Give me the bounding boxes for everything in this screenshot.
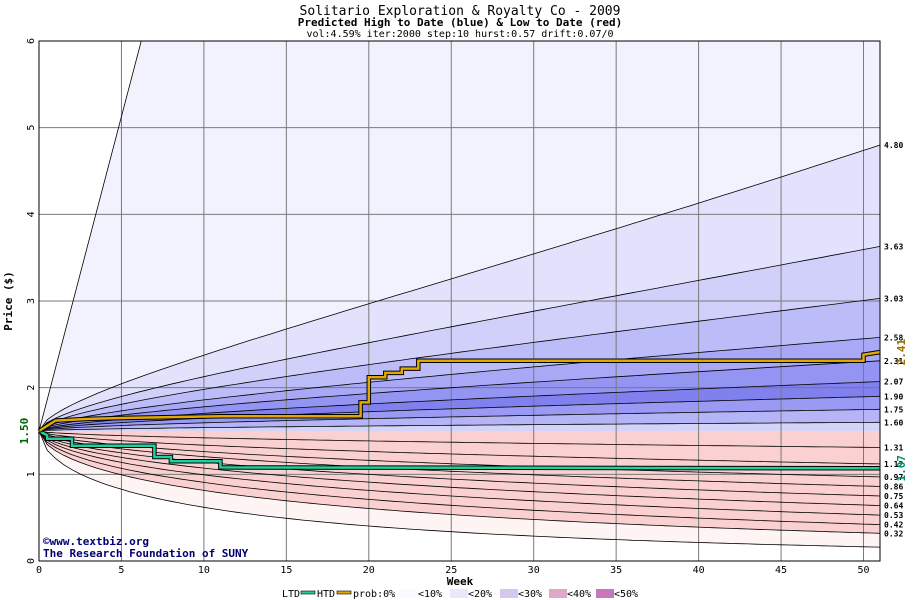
legend-swatch-0 <box>400 589 418 598</box>
htd-series-line <box>38 350 881 433</box>
legend-swatch-10 <box>450 589 468 598</box>
upper-band-1 <box>39 145 880 431</box>
legend-swatch-40 <box>596 589 614 598</box>
x-tick-label: 10 <box>198 565 210 576</box>
x-tick-label: 5 <box>118 565 124 576</box>
upper-quantile-line-1 <box>38 246 881 432</box>
upper-quantile-line-7 <box>38 408 881 432</box>
lower-quantile-line-8 <box>38 430 881 534</box>
upper-quantile-line-2 <box>38 298 881 432</box>
legend-b20-label: <20% <box>468 589 492 600</box>
quantile-label: 1.60 <box>884 418 903 427</box>
x-tick-label: 45 <box>775 565 787 576</box>
x-tick-label: 40 <box>693 565 705 576</box>
legend-htd-label: HTD <box>317 589 335 600</box>
x-tick-label: 0 <box>36 565 42 576</box>
lower-quantile-line-1 <box>38 430 881 465</box>
credit-line-2: The Research Foundation of SUNY <box>43 547 249 560</box>
y-tick-label: 0 <box>26 558 37 564</box>
legend-swatch-20 <box>500 589 518 598</box>
x-tick-label: 25 <box>445 565 457 576</box>
extreme-upper-line <box>38 40 142 432</box>
lower-quantile-line-7 <box>38 430 881 525</box>
quantile-label: 0.64 <box>884 502 903 511</box>
legend-b40-label: <40% <box>567 589 591 600</box>
upper-quantile-line-0 <box>38 144 881 432</box>
upper-band-0 <box>39 41 880 431</box>
upper-band-5 <box>39 360 880 431</box>
quantile-label: 2.58 <box>884 333 903 342</box>
quantile-label: 1.31 <box>884 443 903 452</box>
quantile-label: 1.75 <box>884 405 903 414</box>
x-tick-label: 35 <box>610 565 622 576</box>
y-tick-label: 6 <box>26 38 37 44</box>
upper-quantile-line-4 <box>38 360 881 432</box>
lower-band-9 <box>39 431 880 534</box>
quantile-label: 3.03 <box>884 294 903 303</box>
quantile-label: 0.53 <box>884 511 903 520</box>
chart-params: vol:4.59% iter:2000 step:10 hurst:0.57 d… <box>306 29 613 40</box>
quantile-label: 0.32 <box>884 529 903 538</box>
quantile-label: 2.31 <box>884 357 903 366</box>
y-tick-label: 1 <box>26 471 37 477</box>
quantile-label: 1.90 <box>884 392 903 401</box>
extreme-lower-line <box>38 430 881 548</box>
y-tick-label: 4 <box>26 211 37 217</box>
lower-quantile-line-6 <box>38 430 881 516</box>
quantile-label: 0.42 <box>884 521 903 530</box>
y-tick-label: 2 <box>26 385 37 391</box>
legend-b30-label: <30% <box>518 589 542 600</box>
x-tick-label: 50 <box>857 565 869 576</box>
x-tick-label: 30 <box>528 565 540 576</box>
plot-frame <box>38 40 881 562</box>
quantile-label: 1.12 <box>884 460 903 469</box>
credit-line-1: ©www.textbiz.org <box>43 535 149 548</box>
start-price-label: 1.50 <box>18 418 31 445</box>
legend-ltd-label: LTD <box>282 589 300 600</box>
legend-htd-swatch <box>336 590 352 595</box>
upper-band-3 <box>39 298 880 431</box>
upper-band-7 <box>39 396 880 431</box>
upper-band-2 <box>39 246 880 431</box>
y-axis-label: Price ($) <box>2 271 15 331</box>
ltd-end-label: 1.07 <box>895 455 908 482</box>
chart-subtitle: Predicted High to Date (blue) & Low to D… <box>298 16 623 29</box>
lower-quantile-line-3 <box>38 430 881 487</box>
x-tick-label: 20 <box>363 565 375 576</box>
upper-band-8 <box>39 409 880 431</box>
quantile-label: 0.75 <box>884 492 903 501</box>
lower-band-0 <box>39 431 880 548</box>
lower-quantile-line-0 <box>38 430 881 448</box>
quantile-label: 3.63 <box>884 242 903 251</box>
legend-swatch-30 <box>549 589 567 598</box>
upper-quantile-line-3 <box>38 337 881 432</box>
x-axis-label: Week <box>447 575 474 588</box>
ltd-series-line <box>38 429 881 470</box>
upper-band-6 <box>39 381 880 431</box>
quantile-label: 4.80 <box>884 141 903 150</box>
upper-band-9 <box>39 422 880 431</box>
legend-prob-label: prob:0% <box>353 589 395 600</box>
quantile-label: 0.86 <box>884 482 903 491</box>
chart-title: Solitario Exploration & Royalty Co - 200… <box>300 4 621 19</box>
legend-b10-label: <10% <box>418 589 442 600</box>
lower-quantile-line-2 <box>38 430 881 478</box>
plot-area: 0 5 10 15 20 25 30 35 40 45 5001234564.803.633.032… <box>18 38 908 576</box>
y-tick-label: 3 <box>26 298 37 304</box>
x-tick-label: 15 <box>280 565 292 576</box>
legend-ltd-swatch <box>300 590 316 595</box>
htd-end-label: 2.41 <box>895 339 908 366</box>
quantile-label: 2.07 <box>884 378 903 387</box>
legend: LTD HTD prob:0% <10% <20% <30% <40% <50% <box>282 589 638 600</box>
quantile-label: 0.97 <box>884 473 903 482</box>
upper-quantile-line-6 <box>38 395 881 432</box>
legend-b50-label: <50% <box>614 589 638 600</box>
upper-quantile-line-8 <box>38 421 881 432</box>
lower-quantile-line-5 <box>38 430 881 506</box>
y-tick-label: 5 <box>26 125 37 131</box>
